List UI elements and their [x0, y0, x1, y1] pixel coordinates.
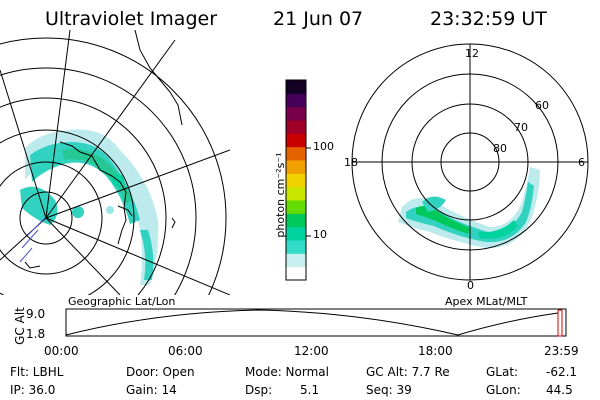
apex-mlt-12: 12: [465, 48, 479, 59]
glat-label: GLat:: [486, 366, 518, 378]
glon-label: GLon:: [486, 384, 521, 396]
seq-value: Seq: 39: [366, 384, 412, 396]
colorbar-tick-100: 100: [313, 141, 334, 152]
colorbar-segment: [286, 240, 306, 254]
colorbar-segment: [286, 253, 306, 267]
apex-lat-60: 60: [535, 100, 549, 111]
timeline-ytick-min: 1.8: [26, 328, 45, 340]
timeline-ytick-max: 9.0: [26, 308, 45, 320]
door-value: Door: Open: [126, 366, 195, 378]
colorbar-segment: [286, 133, 306, 147]
colorbar-segment: [286, 93, 306, 107]
geographic-map: [0, 30, 230, 295]
colorbar-segment: [286, 173, 306, 187]
colorbar-tick-10: 10: [313, 229, 327, 240]
apex-lat-80: 80: [493, 143, 507, 154]
colorbar-segment: [286, 80, 306, 94]
mode-value: Mode: Normal: [245, 366, 329, 378]
geo-panel-label: Geographic Lat/Lon: [68, 296, 175, 307]
colorbar-segment: [286, 120, 306, 134]
geo-aurora-emission: [20, 129, 158, 285]
ip-value: IP: 36.0: [10, 384, 55, 396]
colorbar-segment: [286, 200, 306, 214]
gc-alt-value: GC Alt: 7.7 Re: [366, 366, 450, 378]
altitude-timeline: [58, 308, 568, 340]
observation-time: 23:32:59 UT: [430, 10, 547, 29]
colorbar-segment: [286, 213, 306, 227]
glon-value: 44.5: [546, 384, 573, 396]
apex-lat-grid: [352, 44, 588, 280]
colorbar-units-label: photon cm⁻²s⁻¹: [275, 140, 286, 250]
gain-value: Gain: 14: [126, 384, 177, 396]
dsp-label: Dsp:: [245, 384, 272, 396]
colorbar-segment: [286, 187, 306, 201]
apex-lat-70: 70: [514, 122, 528, 133]
apex-mlt-18: 18: [344, 157, 358, 168]
glat-value: -62.1: [546, 366, 577, 378]
observation-date: 21 Jun 07: [273, 10, 363, 29]
colorbar-segment: [286, 147, 306, 161]
colorbar-segment: [286, 107, 306, 121]
dsp-value: 5.1: [300, 384, 319, 396]
colorbar-segment: [286, 227, 306, 241]
timeline-xtick-2359: 23:59: [544, 345, 579, 357]
apex-mlt-6: 6: [578, 157, 585, 168]
apex-mlt-0: 0: [467, 280, 474, 291]
instrument-title: Ultraviolet Imager: [45, 10, 217, 29]
colorbar-segment: [286, 267, 306, 281]
timeline-xtick-0600: 06:00: [168, 345, 203, 357]
apex-polar-map: [350, 42, 590, 282]
apex-panel-label: Apex MLat/MLT: [445, 296, 527, 307]
colorbar-segment: [286, 160, 306, 174]
timeline-ylabel: GC Alt: [14, 301, 26, 351]
timeline-xtick-1800: 18:00: [418, 345, 453, 357]
apex-aurora-emission: [398, 167, 540, 248]
timeline-xtick-0000: 00:00: [44, 345, 79, 357]
filter-value: Flt: LBHL: [10, 366, 63, 378]
timeline-xtick-1200: 12:00: [294, 345, 329, 357]
